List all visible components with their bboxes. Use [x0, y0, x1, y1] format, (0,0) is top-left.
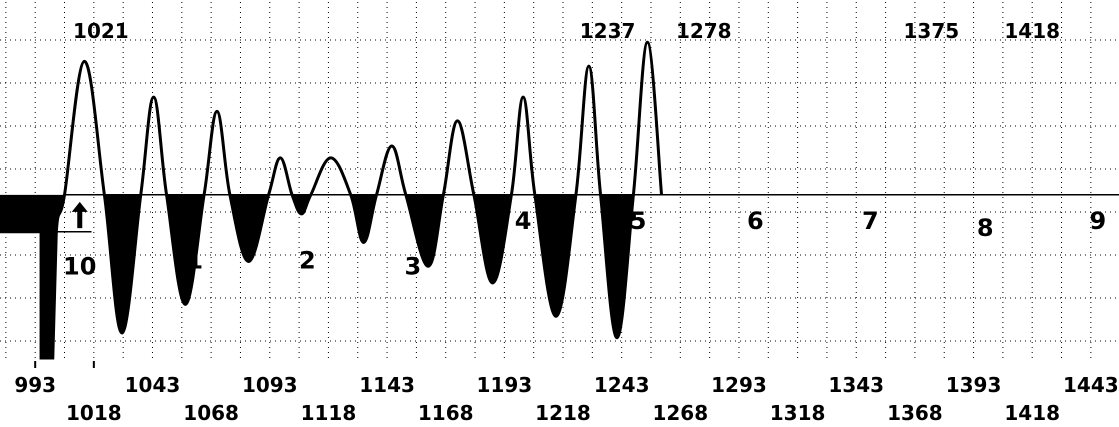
cycle-labels: 10 1 2 3 4 5 6 7 8 9	[63, 207, 1106, 280]
x-tick-label: 1293	[711, 373, 767, 397]
x-tick-label: 1068	[183, 401, 239, 425]
x-tick-label: 1268	[652, 401, 708, 425]
x-tick-label: 1018	[66, 401, 122, 425]
cycle-label: 3	[405, 252, 422, 280]
cycle-label: 10	[63, 252, 96, 280]
x-tick-label: 1168	[418, 401, 474, 425]
cycle-label: 9	[1090, 207, 1107, 235]
negative-area-fill	[0, 194, 634, 358]
peak-label: 1418	[1004, 19, 1060, 43]
cycle-label: 5	[630, 207, 647, 235]
x-tick-label: 1243	[594, 373, 650, 397]
cycle-label: 4	[515, 207, 532, 235]
arrow-head	[71, 201, 88, 212]
x-tick-label: 1343	[828, 373, 884, 397]
x-tick-label: 1318	[770, 401, 826, 425]
peak-label: 1237	[580, 19, 636, 43]
peak-label: 1375	[903, 19, 959, 43]
x-tick-label: 1368	[887, 401, 943, 425]
x-tick-label: 1093	[242, 373, 298, 397]
area-fills	[0, 194, 634, 358]
cycle-label: 1	[186, 246, 203, 274]
series-line	[0, 40, 664, 360]
arrow-marker	[71, 201, 88, 229]
peak-label: 1021	[73, 19, 129, 43]
peak-labels: 1021 1237 1278 1375 1418	[73, 19, 1060, 43]
x-tick-labels: 9931018104310681093111811431168119312181…	[14, 361, 1119, 425]
peak-label: 1278	[676, 19, 732, 43]
x-tick-label: 1393	[946, 373, 1002, 397]
cycle-label: 8	[977, 214, 994, 242]
x-tick-label: 1218	[535, 401, 591, 425]
x-tick-label: 1443	[1063, 373, 1119, 397]
cycle-label: 2	[299, 246, 316, 274]
x-tick-label: 993	[14, 373, 56, 397]
x-tick-label: 1143	[359, 373, 415, 397]
cycle-label: 7	[862, 207, 879, 235]
cycle-label: 6	[747, 207, 764, 235]
x-tick-label: 1193	[477, 373, 533, 397]
x-tick-label: 1418	[1004, 401, 1060, 425]
x-tick-label: 1043	[125, 373, 181, 397]
x-tick-label: 1118	[301, 401, 357, 425]
